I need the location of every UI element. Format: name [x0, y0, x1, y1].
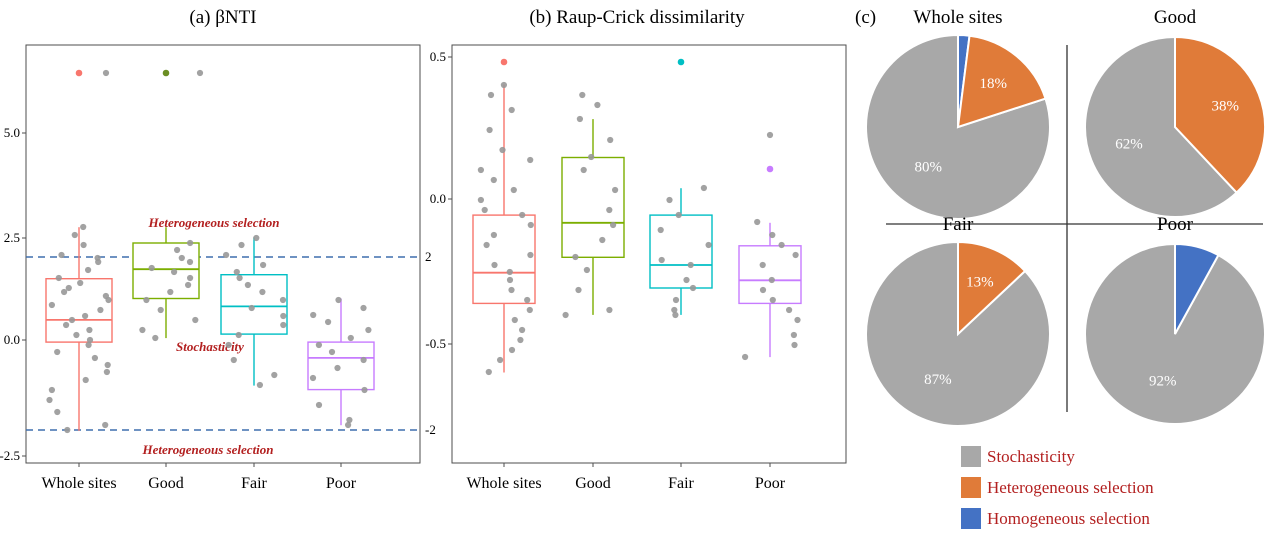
- svg-text:Homogeneous selection: Homogeneous selection: [987, 509, 1150, 528]
- svg-text:Heterogeneous selection: Heterogeneous selection: [147, 215, 279, 230]
- svg-text:38%: 38%: [1211, 99, 1239, 115]
- svg-text:-2.5: -2.5: [0, 448, 20, 463]
- svg-text:Heterogeneous selection: Heterogeneous selection: [141, 442, 273, 457]
- svg-text:87%: 87%: [924, 372, 952, 388]
- svg-text:-2: -2: [425, 422, 436, 437]
- svg-text:13%: 13%: [966, 275, 994, 291]
- svg-text:0.5: 0.5: [430, 49, 446, 64]
- svg-text:18%: 18%: [979, 76, 1007, 92]
- svg-text:Heterogeneous selection: Heterogeneous selection: [987, 478, 1154, 497]
- svg-text:Whole sites: Whole sites: [913, 7, 1002, 28]
- svg-text:Good: Good: [1154, 7, 1197, 28]
- svg-text:(c): (c): [855, 7, 876, 28]
- svg-text:5.0: 5.0: [4, 125, 20, 140]
- svg-text:92%: 92%: [1149, 373, 1177, 389]
- svg-text:Fair: Fair: [668, 475, 694, 492]
- svg-text:2: 2: [425, 249, 432, 264]
- svg-text:62%: 62%: [1115, 137, 1143, 153]
- svg-text:Stochasticity: Stochasticity: [987, 447, 1075, 466]
- svg-text:-0.5: -0.5: [425, 336, 446, 351]
- svg-text:Poor: Poor: [1157, 214, 1194, 235]
- svg-text:Fair: Fair: [943, 214, 974, 235]
- svg-text:(b) Raup-Crick dissimilarity: (b) Raup-Crick dissimilarity: [529, 7, 745, 28]
- svg-text:8%: 8%: [1194, 212, 1214, 228]
- svg-text:80%: 80%: [915, 159, 943, 175]
- svg-text:0.0: 0.0: [430, 191, 446, 206]
- svg-text:(a) βNTI: (a) βNTI: [189, 7, 256, 28]
- svg-text:Stochasticity: Stochasticity: [176, 339, 244, 354]
- svg-text:Poor: Poor: [755, 475, 786, 492]
- svg-text:Poor: Poor: [326, 475, 357, 492]
- svg-text:0.0: 0.0: [4, 332, 20, 347]
- svg-text:Good: Good: [575, 475, 611, 492]
- svg-text:Good: Good: [148, 475, 184, 492]
- svg-text:2.5: 2.5: [4, 230, 20, 245]
- svg-text:Whole sites: Whole sites: [466, 475, 541, 492]
- svg-text:Fair: Fair: [241, 475, 267, 492]
- svg-text:Whole sites: Whole sites: [41, 475, 116, 492]
